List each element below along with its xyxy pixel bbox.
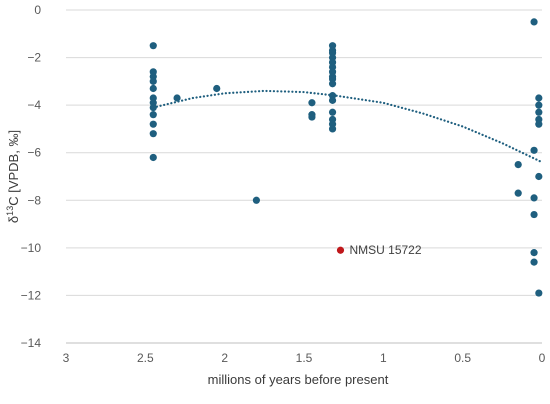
- y-tick-label: 0: [34, 3, 41, 17]
- data-point: [530, 146, 538, 154]
- x-axis-title: millions of years before present: [208, 372, 389, 387]
- data-point: [149, 153, 157, 162]
- data-point: [514, 161, 522, 169]
- data-point: [149, 111, 157, 119]
- y-tick-labels: 0 −2 −4 −6 −8 −10 −12 −14: [21, 3, 42, 350]
- data-point: [308, 113, 316, 121]
- y-tick-label: −14: [21, 336, 42, 350]
- highlight-point: NMSU 15722: [336, 243, 422, 257]
- y-axis-title: δ13C [VPDB, ‰]: [5, 130, 21, 223]
- data-point: [149, 77, 157, 85]
- x-tick-labels: 3 2.5 2 1.5 1 0.5 0: [63, 351, 546, 365]
- data-point: [149, 42, 157, 50]
- data-point: [530, 18, 538, 26]
- data-point: [149, 130, 157, 138]
- trendline: [152, 89, 544, 164]
- x-tick-label: 1: [380, 351, 387, 365]
- y-title-symbol: δ: [6, 216, 21, 223]
- x-tick-label: 0.5: [454, 351, 471, 365]
- y-tick-label: −10: [21, 241, 42, 255]
- x-tick-label: 2.5: [137, 351, 154, 365]
- data-point: [514, 189, 522, 197]
- data-point: [535, 94, 543, 102]
- y-tick-label: −8: [27, 193, 41, 207]
- x-tick-label: 3: [63, 351, 70, 365]
- x-tick-label: 2: [221, 351, 228, 365]
- data-point: [149, 103, 157, 112]
- data-point: [535, 101, 543, 109]
- highlight-marker: [336, 246, 345, 254]
- trendline-path: [152, 89, 544, 164]
- data-point: [173, 94, 181, 102]
- data-point: [535, 120, 543, 128]
- data-point: [530, 249, 538, 257]
- data-point: [530, 194, 538, 202]
- y-tick-label: −4: [27, 98, 41, 112]
- gridlines: [66, 9, 542, 296]
- highlight-label: NMSU 15722: [349, 243, 421, 257]
- data-point: [328, 80, 337, 88]
- data-point: [530, 210, 538, 219]
- y-tick-label: −6: [27, 146, 41, 160]
- data-point: [535, 172, 543, 181]
- data-point: [535, 289, 543, 297]
- data-point: [308, 99, 316, 107]
- data-points: [149, 18, 543, 297]
- data-point: [535, 108, 543, 116]
- x-tick-label: 0: [539, 351, 546, 365]
- y-title-rest: C [VPDB, ‰]: [6, 130, 21, 206]
- data-point: [328, 96, 337, 104]
- data-point: [328, 108, 337, 116]
- data-point: [328, 125, 337, 133]
- y-tick-label: −12: [21, 288, 42, 302]
- y-title-superscript: 13: [5, 206, 15, 216]
- data-point: [149, 120, 157, 128]
- data-point: [530, 258, 538, 266]
- data-point: [149, 84, 157, 93]
- y-tick-label: −2: [27, 51, 41, 65]
- data-point: [213, 84, 221, 93]
- x-tick-label: 1.5: [296, 351, 313, 365]
- data-point: [252, 196, 260, 204]
